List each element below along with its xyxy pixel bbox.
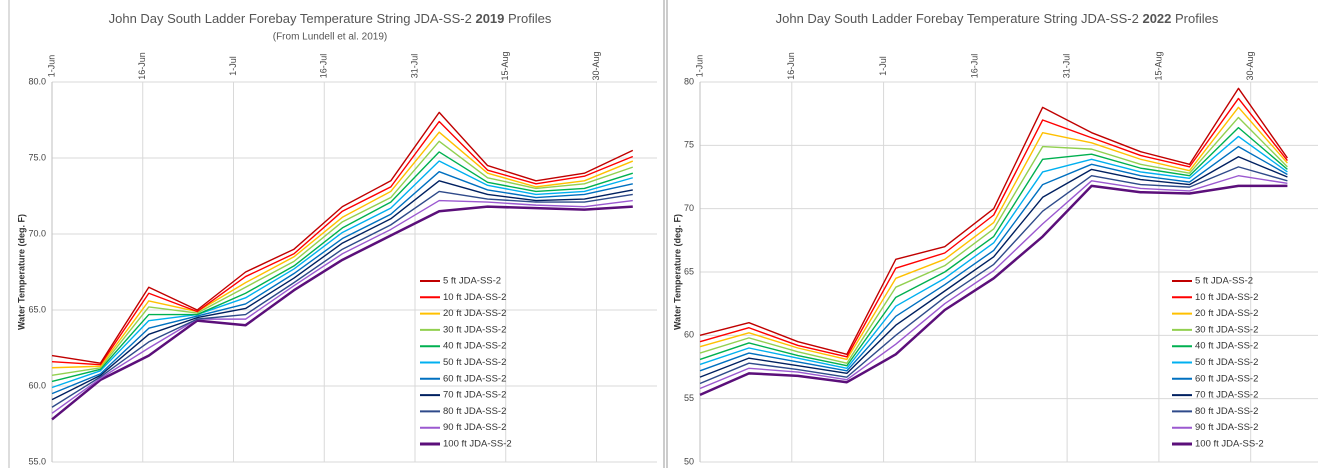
- x-tick-label: 1-Jul: [878, 56, 888, 76]
- legend-label: 10 ft JDA-SS-2: [443, 292, 506, 303]
- legend-label: 80 ft JDA-SS-2: [443, 406, 506, 417]
- y-axis-label: Water Temperature (deg. F): [672, 214, 682, 330]
- legend-label: 50 ft JDA-SS-2: [1195, 357, 1258, 368]
- series-line: [699, 97, 1288, 358]
- series-line: [699, 145, 1288, 372]
- series-line: [51, 120, 634, 366]
- legend-label: 20 ft JDA-SS-2: [1195, 308, 1258, 319]
- chart-subtitle: (From Lundell et al. 2019): [273, 32, 388, 43]
- y-tick-label: 60: [684, 330, 694, 340]
- series-line: [51, 151, 634, 383]
- x-tick-label: 15-Aug: [1153, 51, 1163, 80]
- y-tick-label: 75.0: [28, 152, 46, 162]
- legend-label: 90 ft JDA-SS-2: [1195, 422, 1258, 433]
- series-line: [51, 199, 633, 414]
- y-tick-label: 55.0: [28, 456, 46, 466]
- chart-title: John Day South Ladder Forebay Temperatur…: [776, 11, 1219, 26]
- y-tick-label: 75: [684, 140, 694, 150]
- chart-title: John Day South Ladder Forebay Temperatur…: [109, 11, 552, 26]
- series-line: [699, 184, 1288, 397]
- x-tick-label: 16-Jun: [786, 52, 796, 80]
- legend-label: 70 ft JDA-SS-2: [1195, 390, 1258, 401]
- y-tick-label: 65: [684, 266, 694, 276]
- x-tick-label: 31-Jul: [1062, 54, 1072, 79]
- legend-label: 30 ft JDA-SS-2: [1195, 324, 1258, 335]
- y-tick-label: 60.0: [28, 380, 46, 390]
- legend-label: 10 ft JDA-SS-2: [1195, 292, 1258, 303]
- legend-label: 40 ft JDA-SS-2: [443, 341, 506, 352]
- x-tick-label: 30-Aug: [1245, 51, 1255, 80]
- legend-label: 5 ft JDA-SS-2: [1195, 276, 1253, 287]
- title-year: 2022: [1142, 11, 1171, 26]
- series-line: [51, 140, 634, 377]
- y-tick-label: 70: [684, 203, 694, 213]
- title-main: John Day South Ladder Forebay Temperatur…: [776, 11, 1139, 26]
- y-tick-label: 80: [684, 76, 694, 86]
- title-main: John Day South Ladder Forebay Temperatur…: [109, 11, 472, 26]
- legend-label: 5 ft JDA-SS-2: [443, 276, 501, 287]
- y-tick-label: 70.0: [28, 228, 46, 238]
- series-line: [699, 126, 1288, 367]
- x-tick-label: 1-Jun: [46, 55, 56, 78]
- y-tick-label: 80.0: [28, 76, 46, 86]
- series-line: [699, 175, 1288, 390]
- series-line: [699, 106, 1288, 361]
- x-tick-label: 30-Aug: [591, 51, 601, 80]
- legend-label: 40 ft JDA-SS-2: [1195, 341, 1258, 352]
- series-line: [699, 116, 1288, 364]
- series-line: [51, 205, 633, 421]
- x-tick-label: 16-Jul: [970, 54, 980, 79]
- legend-label: 80 ft JDA-SS-2: [1195, 406, 1258, 417]
- x-tick-label: 1-Jul: [228, 56, 238, 76]
- legend-label: 100 ft JDA-SS-2: [1195, 439, 1264, 450]
- legend-label: 60 ft JDA-SS-2: [1195, 373, 1258, 384]
- x-tick-label: 15-Aug: [500, 51, 510, 80]
- title-year: 2019: [475, 11, 504, 26]
- x-tick-label: 31-Jul: [409, 54, 419, 79]
- title-suffix: Profiles: [1175, 11, 1219, 26]
- legend-label: 100 ft JDA-SS-2: [443, 439, 512, 450]
- series-line: [699, 156, 1288, 378]
- y-tick-label: 50: [684, 456, 694, 466]
- legend-label: 60 ft JDA-SS-2: [443, 373, 506, 384]
- series-line: [51, 190, 633, 408]
- x-tick-label: 16-Jun: [137, 52, 147, 80]
- series-line: [51, 131, 634, 369]
- legend-label: 20 ft JDA-SS-2: [443, 308, 506, 319]
- y-tick-label: 55: [684, 393, 694, 403]
- series-line: [51, 170, 633, 395]
- x-tick-label: 16-Jul: [319, 54, 329, 79]
- legend-label: 30 ft JDA-SS-2: [443, 324, 506, 335]
- series-line: [51, 160, 633, 389]
- legend-label: 90 ft JDA-SS-2: [443, 422, 506, 433]
- y-tick-label: 65.0: [28, 304, 46, 314]
- series-line: [51, 180, 633, 401]
- series-line: [699, 135, 1288, 369]
- series-line: [699, 87, 1288, 356]
- legend-label: 70 ft JDA-SS-2: [443, 390, 506, 401]
- legend-label: 50 ft JDA-SS-2: [443, 357, 506, 368]
- title-suffix: Profiles: [508, 11, 552, 26]
- series-line: [699, 166, 1288, 385]
- series-line: [51, 111, 634, 364]
- y-axis-label: Water Temperature (deg. F): [16, 214, 26, 330]
- x-tick-label: 1-Jun: [694, 55, 704, 78]
